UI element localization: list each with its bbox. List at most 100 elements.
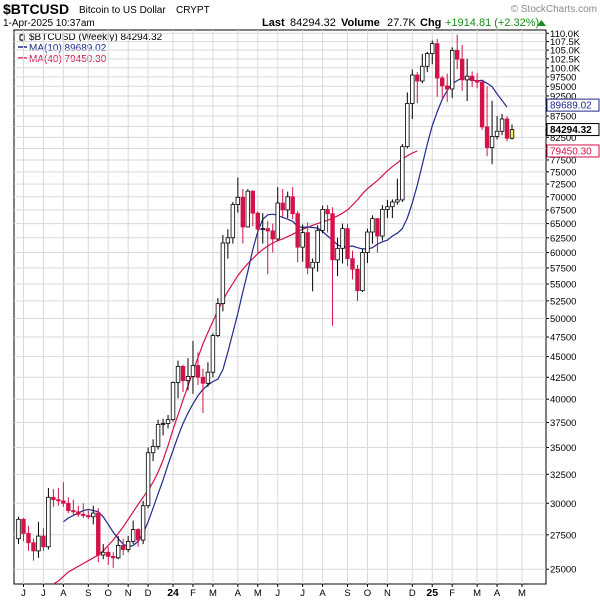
price-tag: 79450.30 (546, 144, 600, 158)
y-tick-label: 50000 (550, 314, 576, 325)
candle-body (285, 196, 290, 211)
candle-body (135, 529, 141, 541)
candle-body (125, 540, 131, 550)
candle (410, 69, 415, 119)
candle-body (120, 545, 126, 550)
y-tick-label: 95000 (550, 82, 576, 93)
candle-body (420, 65, 425, 82)
candle-body (235, 196, 241, 206)
candle (51, 489, 56, 507)
candle-body (440, 77, 445, 87)
y-tick-label: 70000 (550, 192, 576, 203)
y-tick-label: 62500 (550, 233, 576, 244)
candle-body (489, 136, 495, 148)
candle (190, 340, 196, 394)
candle (215, 298, 221, 338)
exchange-label: CRYPT (176, 5, 210, 16)
gridlines (14, 30, 546, 584)
x-tick-label: M (209, 588, 217, 599)
x-axis: J J A S O N D 24 F M A M J J A S O N D 25 F M A M (21, 584, 526, 599)
candle-body (494, 130, 500, 137)
symbol-title: $BTCUSD (3, 1, 69, 17)
price-tag: 84294.32 (546, 123, 600, 137)
candle-body (415, 74, 420, 82)
candle (140, 500, 146, 545)
candle (295, 211, 300, 263)
candle-body (185, 376, 191, 382)
candle-body (250, 190, 255, 214)
candle (180, 364, 186, 393)
candle (370, 215, 375, 244)
candle (350, 250, 355, 280)
candle-body (469, 75, 475, 82)
y-tick-label: 72500 (550, 180, 576, 191)
candle-body (305, 232, 310, 269)
y-tick-label: 60000 (550, 248, 576, 259)
candle-body (380, 208, 385, 237)
candle (474, 73, 480, 89)
candle-body (474, 80, 480, 83)
y-tick-label: 57500 (550, 263, 576, 274)
price-tag-label: 84294.32 (550, 125, 592, 136)
y-tick-label: 82500 (550, 133, 576, 144)
candle (375, 218, 380, 253)
candle-body (56, 499, 61, 502)
candle (489, 100, 495, 165)
y-tick-label: 75000 (550, 167, 576, 178)
ma10-line-layer (63, 77, 508, 548)
candle (250, 190, 255, 227)
x-tick-label: J (41, 588, 46, 599)
candle-body (26, 533, 31, 544)
x-tick-label: O (364, 588, 371, 599)
candle (479, 80, 485, 130)
legend-label-price: $BTCUSD (Weekly) 84294.32 (29, 32, 163, 43)
candle-body (410, 74, 415, 104)
candle (300, 224, 305, 262)
candle-body (499, 118, 505, 132)
candle (125, 536, 131, 553)
y-tick-label: 102.5K (550, 54, 581, 65)
candle-body (190, 365, 196, 377)
candle-body (365, 231, 370, 253)
candle-body (155, 424, 161, 447)
candle (459, 44, 465, 91)
candle-body (355, 268, 360, 292)
candle (405, 92, 410, 149)
y-tick-label: 65000 (550, 219, 576, 230)
candle-body (210, 335, 216, 373)
candle-body (449, 50, 455, 90)
candle (21, 518, 26, 542)
candle (400, 143, 405, 202)
candle (155, 419, 161, 450)
price-tag-box (546, 123, 600, 137)
candle-body (385, 206, 390, 210)
candle (101, 544, 106, 560)
candle-body (145, 452, 151, 507)
candle-body (180, 365, 186, 382)
candle-body (270, 230, 275, 240)
candle (46, 487, 51, 550)
price-tags: 89689.02 84294.32 79450.30 (546, 98, 600, 158)
x-tick-label: A (494, 588, 501, 599)
candle-body (360, 252, 365, 292)
x-tick-label: M (473, 588, 481, 599)
candle (255, 211, 260, 254)
candle-body (101, 551, 106, 556)
candle-body (96, 512, 101, 556)
candle-body (86, 515, 91, 518)
candle (310, 258, 315, 292)
y-tick-label: 42500 (550, 373, 576, 384)
candle-body (165, 419, 171, 424)
candle-body (370, 218, 375, 233)
candle (165, 414, 171, 429)
price-tag-box (546, 98, 600, 112)
candle-body (459, 58, 465, 81)
candle-body (46, 496, 51, 548)
y-tick-label: 30000 (550, 499, 576, 510)
candle-icon (19, 33, 25, 42)
candle (71, 499, 76, 516)
x-tick-label: S (85, 588, 91, 599)
x-tick-label: D (145, 588, 152, 599)
candle (230, 201, 236, 244)
